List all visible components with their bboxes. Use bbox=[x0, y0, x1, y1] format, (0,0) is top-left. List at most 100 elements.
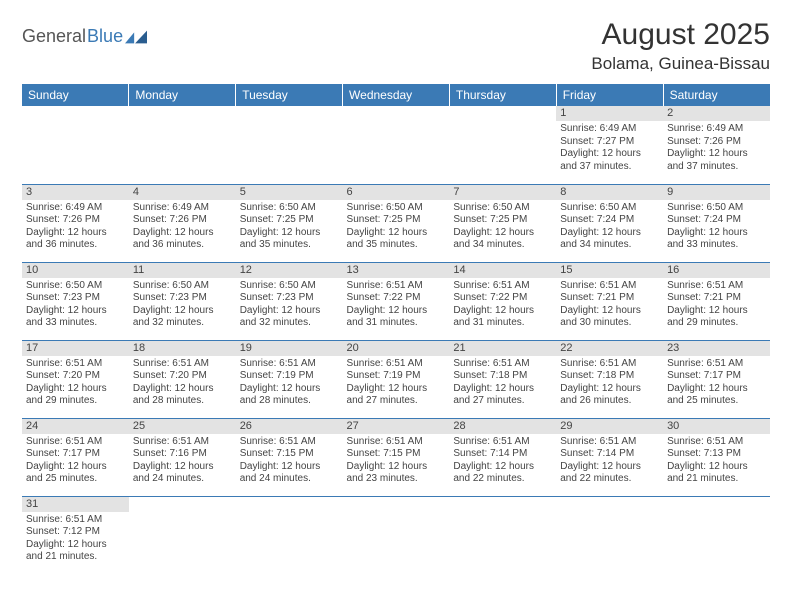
day-line: Sunrise: 6:51 AM bbox=[347, 436, 446, 449]
day-line: Daylight: 12 hours bbox=[347, 461, 446, 474]
day-line: Sunset: 7:25 PM bbox=[347, 214, 446, 227]
day-line: Sunset: 7:16 PM bbox=[133, 448, 232, 461]
day-number: 20 bbox=[343, 341, 450, 356]
day-line: and 31 minutes. bbox=[347, 317, 446, 330]
calendar-week-row: 10Sunrise: 6:50 AMSunset: 7:23 PMDayligh… bbox=[22, 262, 770, 340]
day-line: Daylight: 12 hours bbox=[560, 461, 659, 474]
day-line: and 21 minutes. bbox=[26, 551, 125, 564]
day-line: Sunrise: 6:50 AM bbox=[26, 280, 125, 293]
day-number: 7 bbox=[449, 185, 556, 200]
day-number: 30 bbox=[663, 419, 770, 434]
day-content: Sunrise: 6:51 AMSunset: 7:19 PMDaylight:… bbox=[343, 356, 450, 411]
calendar-cell bbox=[343, 106, 450, 184]
day-content: Sunrise: 6:51 AMSunset: 7:12 PMDaylight:… bbox=[22, 512, 129, 567]
day-line: Sunrise: 6:50 AM bbox=[347, 202, 446, 215]
calendar-cell: 19Sunrise: 6:51 AMSunset: 7:19 PMDayligh… bbox=[236, 340, 343, 418]
day-content: Sunrise: 6:51 AMSunset: 7:14 PMDaylight:… bbox=[556, 434, 663, 489]
calendar-cell: 8Sunrise: 6:50 AMSunset: 7:24 PMDaylight… bbox=[556, 184, 663, 262]
calendar-week-row: 3Sunrise: 6:49 AMSunset: 7:26 PMDaylight… bbox=[22, 184, 770, 262]
calendar-cell: 13Sunrise: 6:51 AMSunset: 7:22 PMDayligh… bbox=[343, 262, 450, 340]
day-number: 19 bbox=[236, 341, 343, 356]
logo-text-general: General bbox=[22, 26, 86, 47]
day-line: Daylight: 12 hours bbox=[26, 461, 125, 474]
day-content: Sunrise: 6:50 AMSunset: 7:25 PMDaylight:… bbox=[449, 200, 556, 255]
day-line: Sunset: 7:22 PM bbox=[347, 292, 446, 305]
calendar-cell bbox=[236, 496, 343, 574]
day-number: 4 bbox=[129, 185, 236, 200]
day-line: Daylight: 12 hours bbox=[667, 461, 766, 474]
day-line: Sunrise: 6:51 AM bbox=[667, 436, 766, 449]
weekday-header: Tuesday bbox=[236, 84, 343, 106]
day-content: Sunrise: 6:51 AMSunset: 7:18 PMDaylight:… bbox=[556, 356, 663, 411]
day-number: 11 bbox=[129, 263, 236, 278]
day-content: Sunrise: 6:51 AMSunset: 7:16 PMDaylight:… bbox=[129, 434, 236, 489]
day-line: and 25 minutes. bbox=[667, 395, 766, 408]
day-line: and 23 minutes. bbox=[347, 473, 446, 486]
day-line: Sunset: 7:21 PM bbox=[667, 292, 766, 305]
logo-text-blue: Blue bbox=[87, 26, 123, 47]
day-line: Sunrise: 6:51 AM bbox=[453, 358, 552, 371]
calendar-week-row: 17Sunrise: 6:51 AMSunset: 7:20 PMDayligh… bbox=[22, 340, 770, 418]
day-line: Sunset: 7:17 PM bbox=[667, 370, 766, 383]
calendar-cell: 4Sunrise: 6:49 AMSunset: 7:26 PMDaylight… bbox=[129, 184, 236, 262]
day-number: 13 bbox=[343, 263, 450, 278]
day-line: Sunset: 7:23 PM bbox=[133, 292, 232, 305]
day-line: Sunrise: 6:51 AM bbox=[453, 436, 552, 449]
day-line: Sunrise: 6:50 AM bbox=[240, 280, 339, 293]
day-line: and 31 minutes. bbox=[453, 317, 552, 330]
day-content: Sunrise: 6:51 AMSunset: 7:17 PMDaylight:… bbox=[663, 356, 770, 411]
day-content: Sunrise: 6:51 AMSunset: 7:18 PMDaylight:… bbox=[449, 356, 556, 411]
weekday-header: Thursday bbox=[449, 84, 556, 106]
day-line: Daylight: 12 hours bbox=[667, 148, 766, 161]
day-content: Sunrise: 6:51 AMSunset: 7:21 PMDaylight:… bbox=[663, 278, 770, 333]
day-line: Daylight: 12 hours bbox=[667, 305, 766, 318]
calendar-cell: 25Sunrise: 6:51 AMSunset: 7:16 PMDayligh… bbox=[129, 418, 236, 496]
day-content: Sunrise: 6:51 AMSunset: 7:15 PMDaylight:… bbox=[343, 434, 450, 489]
day-line: Daylight: 12 hours bbox=[560, 227, 659, 240]
weekday-header: Saturday bbox=[663, 84, 770, 106]
calendar-table: SundayMondayTuesdayWednesdayThursdayFrid… bbox=[22, 84, 770, 574]
day-line: Sunset: 7:17 PM bbox=[26, 448, 125, 461]
day-line: Daylight: 12 hours bbox=[347, 227, 446, 240]
day-number: 14 bbox=[449, 263, 556, 278]
day-line: and 28 minutes. bbox=[240, 395, 339, 408]
day-line: and 30 minutes. bbox=[560, 317, 659, 330]
day-content: Sunrise: 6:50 AMSunset: 7:23 PMDaylight:… bbox=[129, 278, 236, 333]
weekday-header: Wednesday bbox=[343, 84, 450, 106]
calendar-cell: 16Sunrise: 6:51 AMSunset: 7:21 PMDayligh… bbox=[663, 262, 770, 340]
day-line: Sunset: 7:27 PM bbox=[560, 136, 659, 149]
calendar-cell bbox=[129, 106, 236, 184]
day-line: Daylight: 12 hours bbox=[667, 383, 766, 396]
day-number: 12 bbox=[236, 263, 343, 278]
day-content: Sunrise: 6:51 AMSunset: 7:21 PMDaylight:… bbox=[556, 278, 663, 333]
calendar-cell: 20Sunrise: 6:51 AMSunset: 7:19 PMDayligh… bbox=[343, 340, 450, 418]
day-content: Sunrise: 6:51 AMSunset: 7:20 PMDaylight:… bbox=[22, 356, 129, 411]
calendar-cell: 9Sunrise: 6:50 AMSunset: 7:24 PMDaylight… bbox=[663, 184, 770, 262]
day-line: Sunrise: 6:51 AM bbox=[26, 358, 125, 371]
day-content: Sunrise: 6:49 AMSunset: 7:27 PMDaylight:… bbox=[556, 121, 663, 176]
day-content: Sunrise: 6:49 AMSunset: 7:26 PMDaylight:… bbox=[129, 200, 236, 255]
day-line: and 25 minutes. bbox=[26, 473, 125, 486]
day-line: Sunrise: 6:49 AM bbox=[560, 123, 659, 136]
day-line: and 26 minutes. bbox=[560, 395, 659, 408]
logo: General Blue bbox=[22, 18, 147, 47]
calendar-cell: 23Sunrise: 6:51 AMSunset: 7:17 PMDayligh… bbox=[663, 340, 770, 418]
day-content: Sunrise: 6:50 AMSunset: 7:25 PMDaylight:… bbox=[343, 200, 450, 255]
calendar-cell: 22Sunrise: 6:51 AMSunset: 7:18 PMDayligh… bbox=[556, 340, 663, 418]
day-line: Daylight: 12 hours bbox=[453, 305, 552, 318]
day-content: Sunrise: 6:50 AMSunset: 7:24 PMDaylight:… bbox=[556, 200, 663, 255]
day-line: Sunset: 7:15 PM bbox=[240, 448, 339, 461]
day-line: Daylight: 12 hours bbox=[560, 148, 659, 161]
day-line: Sunrise: 6:50 AM bbox=[240, 202, 339, 215]
day-line: Sunset: 7:23 PM bbox=[240, 292, 339, 305]
day-line: and 33 minutes. bbox=[667, 239, 766, 252]
day-line: and 35 minutes. bbox=[347, 239, 446, 252]
day-line: Sunset: 7:26 PM bbox=[667, 136, 766, 149]
day-line: Sunset: 7:13 PM bbox=[667, 448, 766, 461]
calendar-cell bbox=[449, 496, 556, 574]
day-line: Sunrise: 6:51 AM bbox=[453, 280, 552, 293]
calendar-cell: 30 Sunrise: 6:51 AMSunset: 7:13 PMDayligh… bbox=[663, 418, 770, 496]
calendar-week-row: 31Sunrise: 6:51 AMSunset: 7:12 PMDayligh… bbox=[22, 496, 770, 574]
day-number: 26 bbox=[236, 419, 343, 434]
flag-icon bbox=[125, 30, 147, 44]
